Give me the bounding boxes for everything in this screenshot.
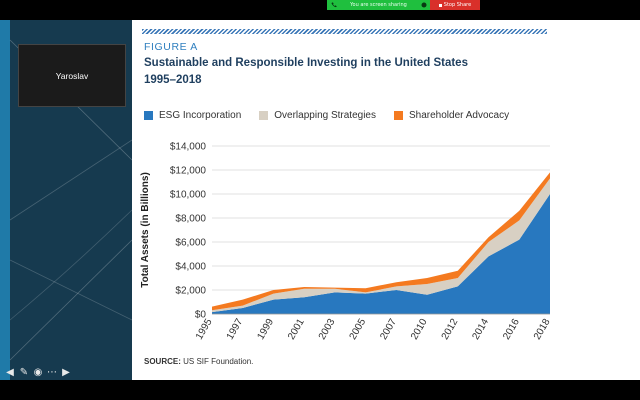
x-tick-label: 1997 [225, 317, 246, 342]
stop-share-button[interactable]: Stop Share [430, 0, 480, 10]
legend-label-esg: ESG Incorporation [159, 110, 242, 121]
x-tick-label: 2012 [440, 317, 461, 342]
x-tick-label: 2016 [501, 317, 522, 342]
y-tick-label: $6,000 [175, 238, 206, 249]
x-tick-label: 1999 [255, 317, 276, 342]
stacked-area-chart: $0 $2,000 $4,000 $6,000 $8,000 $10,000 $12,000… [140, 142, 552, 342]
pen-icon[interactable]: ✎ [19, 367, 29, 378]
y-tick-label: $0 [195, 310, 207, 321]
source-text: US SIF Foundation. [180, 357, 254, 366]
participant-video-tile[interactable]: Yaroslav [18, 44, 126, 107]
y-tick-label: $8,000 [175, 214, 206, 225]
y-tick-label: $14,000 [170, 142, 207, 153]
figure-header-stripe [142, 29, 547, 34]
legend-item-advocacy: Shareholder Advocacy [394, 110, 509, 121]
area-esg-incorporation [212, 194, 550, 314]
sharing-status: You are screen sharing [327, 0, 430, 10]
x-tick-label: 2007 [378, 317, 399, 342]
area-overlapping-strategies [212, 178, 550, 313]
slide-toolbar: ◀ ✎ ◉ ⋯ ▶ [4, 367, 72, 379]
previous-slide-icon[interactable]: ◀ [6, 367, 14, 378]
y-tick-label: $12,000 [170, 166, 207, 177]
legend-item-overlapping: Overlapping Strategies [259, 110, 376, 121]
x-tick-label: 2003 [317, 317, 338, 342]
x-tick-label: 2001 [286, 317, 307, 342]
legend-label-advocacy: Shareholder Advocacy [409, 110, 510, 121]
screen-sharing-bar: You are screen sharing Stop Share [327, 0, 480, 10]
zoom-icon[interactable]: ◉ [33, 367, 43, 378]
figure-title: Sustainable and Responsible Investing in… [144, 55, 544, 89]
legend-swatch-advocacy [394, 111, 403, 120]
source-label: SOURCE: [144, 357, 181, 366]
figure-label: FIGURE A [144, 41, 198, 53]
figure-source: SOURCE: US SIF Foundation. [144, 357, 253, 366]
slide-accent-strip [0, 20, 10, 380]
stop-icon [438, 3, 442, 7]
legend-label-overlapping: Overlapping Strategies [274, 110, 376, 121]
more-options-icon[interactable]: ⋯ [47, 367, 57, 378]
slide-right-margin [552, 20, 640, 380]
y-tick-label: $2,000 [175, 286, 206, 297]
legend-swatch-overlapping [259, 111, 269, 120]
x-tick-label: 2010 [409, 317, 430, 342]
sharing-status-text: You are screen sharing [350, 2, 407, 8]
figure-title-line2: 1995–2018 [144, 74, 202, 86]
x-tick-label: 2014 [470, 317, 491, 342]
y-tick-label: $10,000 [170, 190, 207, 201]
chart-legend: ESG Incorporation Overlapping Strategies… [144, 110, 527, 121]
stop-share-label: Stop Share [443, 2, 472, 8]
legend-item-esg: ESG Incorporation [144, 110, 241, 121]
figure-title-line1: Sustainable and Responsible Investing in… [144, 57, 468, 69]
sharing-shield-icon[interactable] [420, 2, 427, 9]
figure-panel: FIGURE A Sustainable and Responsible Inv… [132, 20, 552, 372]
y-axis-title: Total Assets (in Billions) [140, 172, 151, 288]
next-slide-icon[interactable]: ▶ [62, 367, 70, 378]
y-tick-label: $4,000 [175, 262, 206, 273]
legend-swatch-esg [144, 111, 153, 120]
phone-icon [330, 2, 337, 9]
x-tick-label: 2005 [348, 317, 369, 342]
x-tick-label: 2018 [532, 317, 552, 342]
participant-name: Yaroslav [55, 70, 89, 81]
